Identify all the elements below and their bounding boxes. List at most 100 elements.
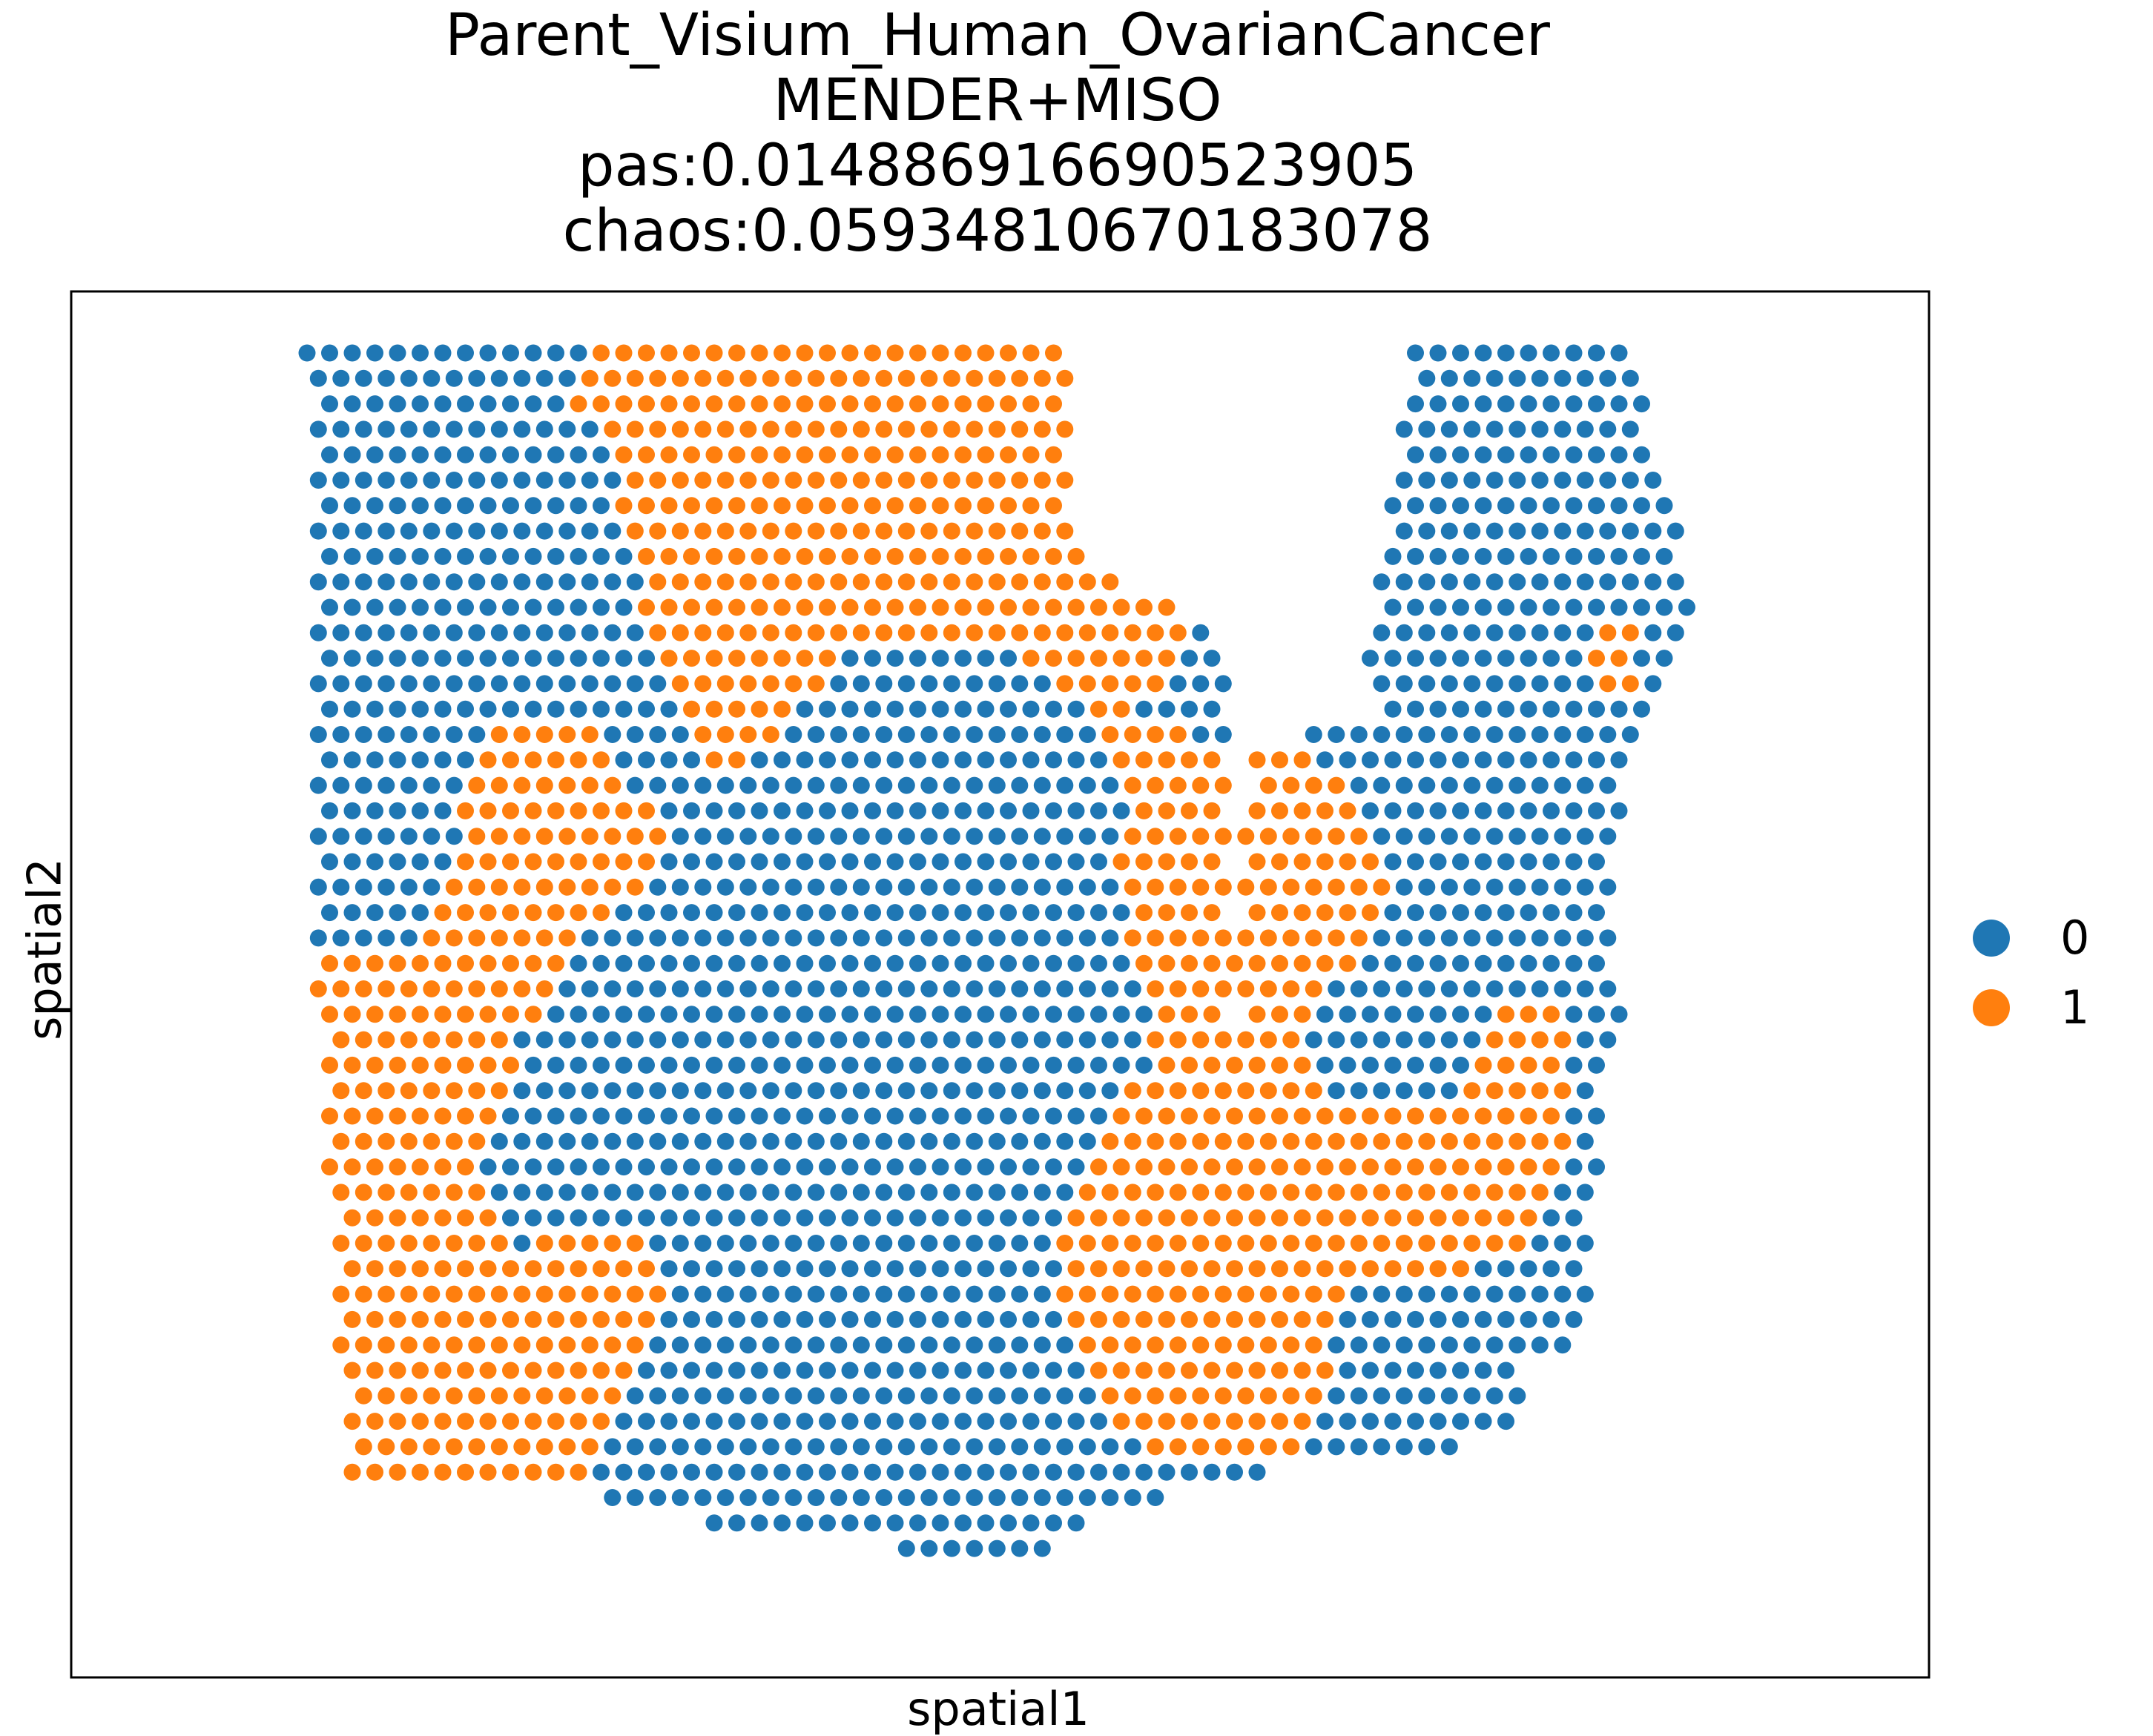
spot: [1452, 954, 1469, 972]
spot: [366, 344, 383, 362]
spot: [864, 1107, 881, 1125]
spot: [909, 1158, 926, 1176]
spot: [1531, 878, 1549, 896]
spot: [1305, 1031, 1322, 1049]
spot: [615, 853, 633, 871]
spot: [1282, 980, 1300, 997]
spot: [762, 1082, 779, 1100]
spot: [1000, 1056, 1017, 1074]
spot: [1090, 700, 1107, 718]
spot: [920, 929, 938, 947]
spot: [1033, 1489, 1051, 1506]
spot: [502, 853, 519, 871]
spot: [774, 395, 791, 413]
spot: [593, 497, 610, 515]
spot: [445, 675, 463, 693]
spot: [694, 1184, 712, 1201]
spot: [694, 1285, 712, 1303]
spot: [604, 726, 621, 743]
spot: [1497, 650, 1514, 667]
spot: [1486, 1336, 1503, 1354]
spot: [1078, 573, 1096, 591]
spot: [1237, 929, 1255, 947]
spot: [1407, 904, 1424, 922]
title-line-4: chaos:0.05934810670183078: [562, 198, 1433, 265]
spot: [1124, 1387, 1141, 1405]
spot: [830, 1336, 848, 1354]
spot: [875, 776, 893, 794]
spot: [389, 598, 406, 616]
spot: [558, 1031, 576, 1049]
spot: [830, 1235, 848, 1252]
spot: [864, 853, 881, 871]
spot: [762, 1438, 779, 1456]
spot: [1056, 573, 1074, 591]
spot: [457, 853, 474, 871]
spot: [1090, 1006, 1107, 1023]
spot: [852, 675, 870, 693]
spot: [1520, 751, 1537, 769]
spot: [954, 1006, 972, 1023]
spot: [649, 1336, 667, 1354]
spot: [581, 1184, 599, 1201]
spot: [535, 1387, 553, 1405]
spot: [1078, 1489, 1096, 1506]
spot: [1316, 1209, 1333, 1227]
spot: [513, 1336, 531, 1354]
spot: [897, 1387, 915, 1405]
spot: [886, 1463, 904, 1481]
spot: [1147, 1285, 1164, 1303]
spot: [705, 1413, 723, 1430]
spot: [1350, 1336, 1368, 1354]
spot: [1259, 1082, 1277, 1100]
spot: [1610, 650, 1628, 667]
spot: [1101, 1387, 1119, 1405]
spot: [739, 1489, 757, 1506]
spot: [1203, 1209, 1221, 1227]
spot: [547, 650, 564, 667]
spot: [977, 1006, 995, 1023]
spot: [649, 980, 667, 997]
spot: [1192, 624, 1210, 641]
spot: [581, 675, 599, 693]
spot: [479, 802, 497, 819]
spot: [716, 1336, 734, 1354]
spot: [671, 522, 689, 540]
spot: [332, 1235, 350, 1252]
spot: [886, 650, 904, 667]
spot: [593, 344, 610, 362]
spot: [513, 1387, 531, 1405]
spot: [1610, 446, 1628, 463]
spot: [977, 751, 995, 769]
spot: [434, 1362, 452, 1379]
spot: [660, 1107, 678, 1125]
spot: [1520, 598, 1537, 616]
spot: [1033, 878, 1051, 896]
spot: [1373, 1438, 1391, 1456]
spot: [852, 1285, 870, 1303]
spot: [604, 878, 621, 896]
spot: [558, 878, 576, 896]
spot: [1497, 1310, 1514, 1328]
spot: [558, 1082, 576, 1100]
spot: [1395, 1082, 1413, 1100]
spot: [1452, 802, 1469, 819]
spot: [1056, 828, 1074, 845]
spot: [762, 776, 779, 794]
spot: [988, 1031, 1006, 1049]
spot: [366, 954, 383, 972]
spot: [1362, 1006, 1379, 1023]
spot: [593, 1260, 610, 1278]
spot: [886, 1362, 904, 1379]
spot: [1531, 776, 1549, 794]
spot: [716, 828, 734, 845]
spot: [1463, 1387, 1481, 1405]
spot: [774, 1260, 791, 1278]
spot: [535, 1235, 553, 1252]
spot: [604, 1387, 621, 1405]
spot: [309, 980, 327, 997]
spot: [502, 344, 519, 362]
spot: [649, 1489, 667, 1506]
spot: [796, 853, 814, 871]
spot: [1509, 878, 1526, 896]
